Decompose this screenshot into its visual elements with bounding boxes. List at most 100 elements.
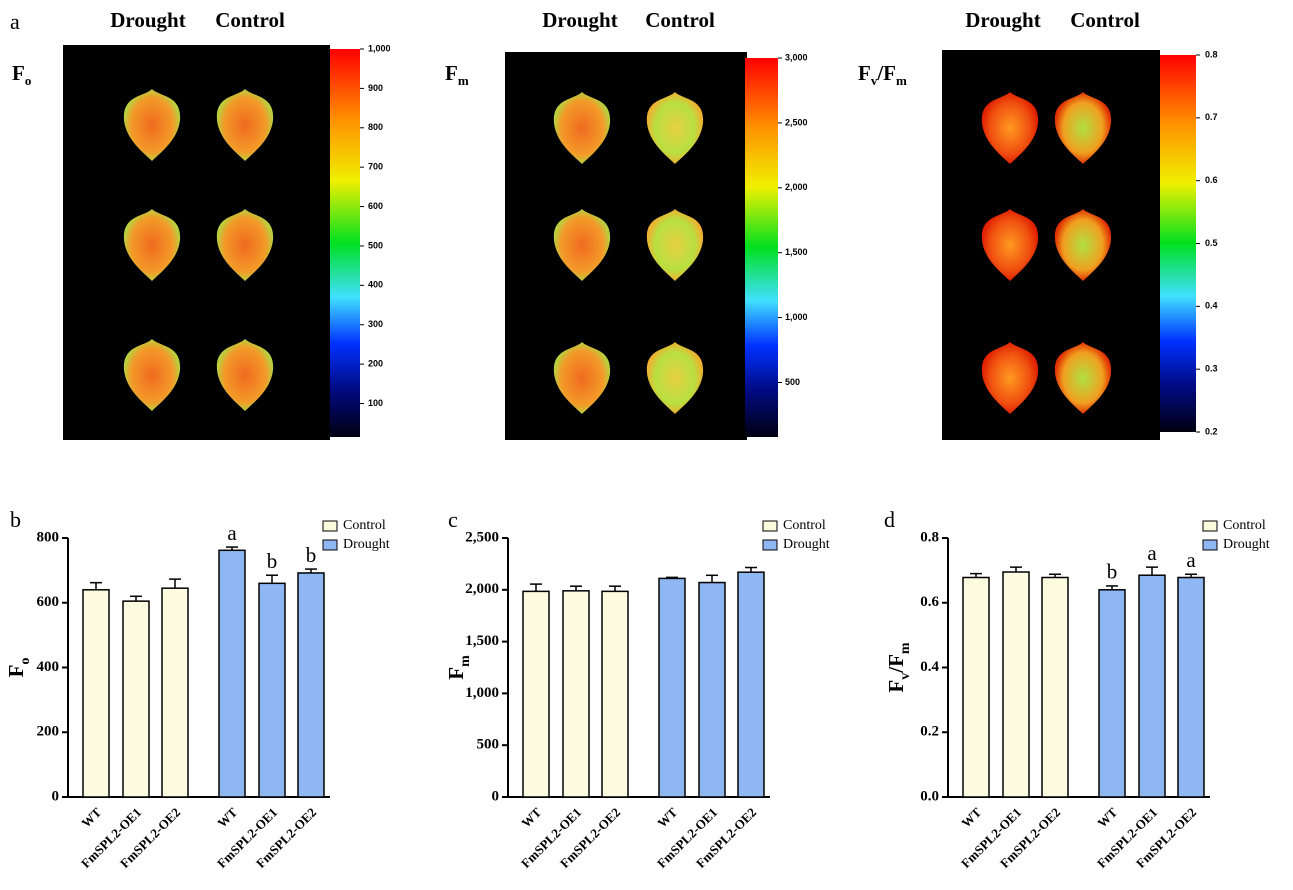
colorbar-tick-label: 1,000 xyxy=(368,43,391,53)
label-part: F xyxy=(12,61,25,85)
bar xyxy=(219,550,245,797)
x-tick-label: WT xyxy=(518,804,544,830)
bar xyxy=(738,572,764,797)
colorbar xyxy=(330,49,360,437)
colorbar-tick-label: 300 xyxy=(368,319,383,329)
figure: a DroughtControlFo1002003004005006007008… xyxy=(0,0,1293,890)
y-axis-label: Fo xyxy=(4,658,33,678)
label-part: m xyxy=(458,655,473,667)
colorbar-tick-label: 200 xyxy=(368,359,383,369)
x-tick-label: WT xyxy=(214,804,240,830)
y-tick-label: 2,500 xyxy=(465,529,499,545)
image-label: Fv/Fm xyxy=(858,61,907,89)
bar xyxy=(259,583,285,797)
significance-letter: a xyxy=(227,521,237,545)
bar xyxy=(162,588,188,797)
legend-swatch xyxy=(763,521,777,531)
legend-swatch xyxy=(323,521,337,531)
image-label: Fm xyxy=(445,61,469,89)
y-axis-label: Fm xyxy=(444,655,473,680)
label-part: m xyxy=(898,642,913,654)
y-tick-label: 0.6 xyxy=(920,594,939,610)
colorbar-tick-label: 3,000 xyxy=(785,52,808,62)
label-part: /F xyxy=(876,61,896,85)
bar xyxy=(963,577,989,797)
legend-label: Drought xyxy=(1223,537,1270,552)
panel-label: c xyxy=(448,507,458,532)
colorbar-tick-label: 1,500 xyxy=(785,247,808,257)
y-tick-label: 0 xyxy=(492,788,500,804)
y-tick-label: 600 xyxy=(37,594,60,610)
y-tick-label: 2,000 xyxy=(465,581,499,597)
panel-label: d xyxy=(884,507,895,532)
colorbar-tick-label: 100 xyxy=(368,398,383,408)
column-header: Drought xyxy=(110,8,185,32)
label-part: F xyxy=(4,665,28,678)
image-background xyxy=(505,52,747,440)
colorbar xyxy=(1160,55,1196,432)
significance-letter: b xyxy=(267,549,278,573)
bar xyxy=(563,591,589,797)
y-tick-label: 800 xyxy=(37,529,60,545)
bar xyxy=(83,590,109,797)
label-part: F xyxy=(884,680,908,693)
y-tick-label: 0.4 xyxy=(920,659,939,675)
significance-letter: b xyxy=(1107,560,1118,584)
bar xyxy=(659,578,685,797)
legend-label: Drought xyxy=(783,537,830,552)
colorbar-tick-label: 900 xyxy=(368,83,383,93)
x-tick-label: WT xyxy=(1094,804,1120,830)
legend-swatch xyxy=(1203,521,1217,531)
colorbar-tick-label: 400 xyxy=(368,280,383,290)
colorbar-tick-label: 2,000 xyxy=(785,182,808,192)
colorbar-tick-label: 1,000 xyxy=(785,312,808,322)
x-tick-label: WT xyxy=(78,804,104,830)
column-header: Drought xyxy=(965,8,1040,32)
legend-label: Control xyxy=(343,518,386,533)
colorbar xyxy=(745,58,778,437)
legend-swatch xyxy=(323,540,337,550)
column-header: Control xyxy=(215,8,285,32)
label-part: m xyxy=(896,73,907,88)
y-tick-label: 400 xyxy=(37,659,60,675)
bar xyxy=(1178,577,1204,797)
legend-swatch xyxy=(1203,540,1217,550)
bar xyxy=(123,601,149,797)
colorbar-tick-label: 0.5 xyxy=(1205,238,1218,248)
colorbar-tick-label: 500 xyxy=(368,240,383,250)
label-part: F xyxy=(445,61,458,85)
y-tick-label: 1,500 xyxy=(465,633,499,649)
bar xyxy=(699,583,725,797)
significance-letter: b xyxy=(306,543,317,567)
legend-label: Drought xyxy=(343,537,390,552)
label-part: F xyxy=(858,61,871,85)
y-tick-label: 0.0 xyxy=(920,788,939,804)
image-background xyxy=(942,50,1160,440)
bar xyxy=(1099,590,1125,797)
colorbar-tick-label: 0.7 xyxy=(1205,112,1218,122)
colorbar-tick-label: 800 xyxy=(368,122,383,132)
bar xyxy=(602,591,628,797)
x-tick-label: WT xyxy=(958,804,984,830)
legend-swatch xyxy=(763,540,777,550)
y-tick-label: 0.2 xyxy=(920,724,939,740)
image-label: Fo xyxy=(12,61,31,89)
bar xyxy=(1042,577,1068,797)
colorbar-tick-label: 0.8 xyxy=(1205,49,1218,59)
column-header: Drought xyxy=(542,8,617,32)
significance-letter: a xyxy=(1186,548,1196,572)
colorbar-tick-label: 0.6 xyxy=(1205,175,1218,185)
label-part: m xyxy=(458,73,469,88)
significance-letter: a xyxy=(1147,541,1157,565)
bar xyxy=(1003,572,1029,797)
image-background xyxy=(63,45,330,440)
colorbar-tick-label: 600 xyxy=(368,201,383,211)
colorbar-tick-label: 0.4 xyxy=(1205,301,1218,311)
bar xyxy=(523,591,549,797)
colorbar-tick-label: 500 xyxy=(785,377,800,387)
y-axis-label: Fv/Fm xyxy=(884,642,913,693)
legend-label: Control xyxy=(783,518,826,533)
column-header: Control xyxy=(645,8,715,32)
y-tick-label: 1,000 xyxy=(465,685,499,701)
label-part: F xyxy=(444,667,468,680)
